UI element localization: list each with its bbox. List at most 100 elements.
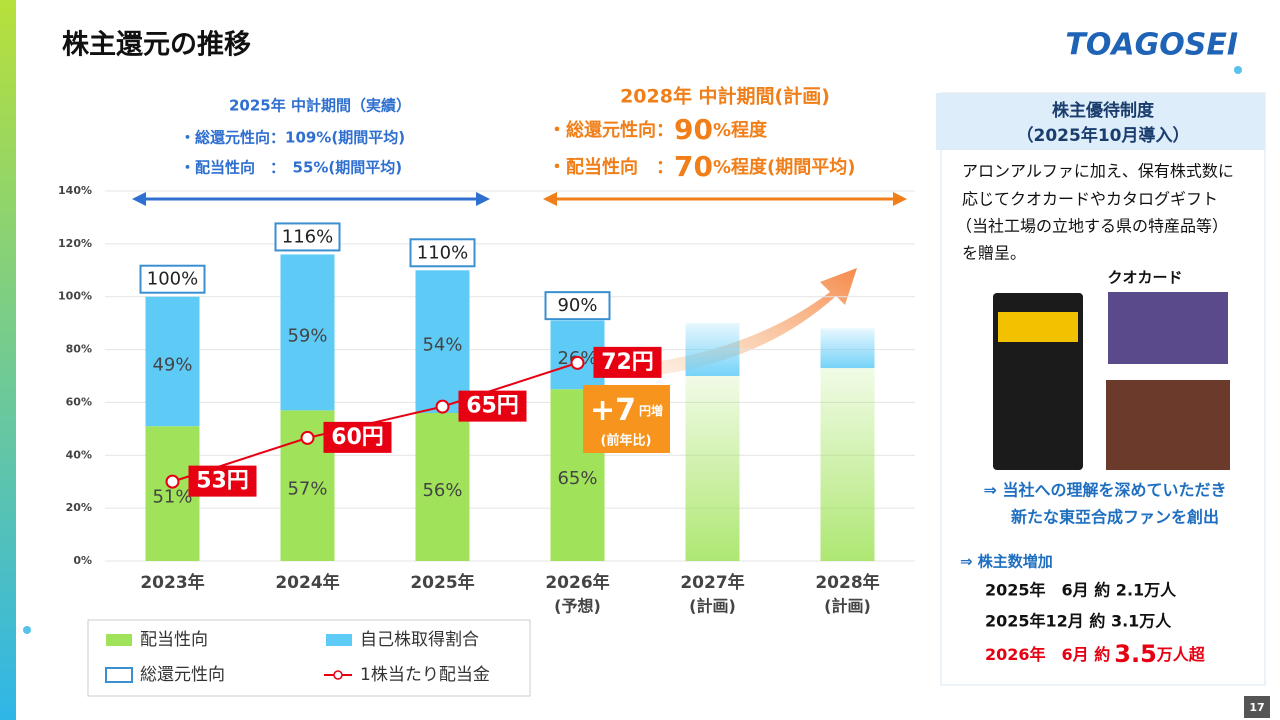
gift-image [1106, 380, 1230, 470]
total-label: 90% [557, 295, 597, 316]
legend-icon [333, 670, 343, 680]
dividend-label-box [593, 346, 662, 378]
panel-result: 新たな東亞合成ファンを創出 [1011, 508, 1219, 527]
total-label: 116% [282, 226, 333, 247]
period-line: ・総還元性向：90%程度 [548, 113, 768, 146]
bar-segment [145, 296, 200, 427]
bar-value-label: 59% [287, 325, 327, 346]
period-text: ・配当性向 ： [548, 156, 674, 178]
increase-callout: +7 円増 (前年比) [583, 385, 670, 453]
panel-text: （当社工場の立地する県の特産品等） [956, 217, 1228, 236]
panel-text: アロンアルファに加え、保有株式数に [962, 162, 1234, 181]
callout-text: +7 円増 [590, 393, 663, 428]
bar-segment [685, 323, 740, 376]
bar-value-label: 57% [287, 479, 327, 500]
panel-text: を贈呈。 [962, 244, 1026, 263]
total-box [409, 238, 476, 268]
y-tick-label: 20% [66, 501, 92, 514]
legend-label: 総還元性向 [140, 665, 225, 685]
dividend-label: 72円 [601, 350, 654, 375]
bar-segment [820, 368, 875, 561]
page-number: 17 [1249, 701, 1264, 714]
growth-text: 2026年 6月 約 [985, 645, 1110, 664]
y-tick-label: 60% [66, 395, 92, 408]
total-label: 100% [147, 269, 198, 290]
x-tick-note: (計画) [824, 597, 871, 616]
period-arrow [132, 192, 490, 206]
product-band [998, 312, 1078, 342]
side-accent [0, 0, 16, 720]
y-tick-label: 80% [66, 343, 92, 356]
bar-segment [415, 270, 470, 413]
period-text: %程度 [713, 119, 768, 141]
bar-value-label: 56% [422, 480, 462, 501]
logo: TOAGOSEI [1065, 28, 1238, 63]
period-text: %程度(期間平均) [713, 156, 856, 178]
period-line: ・総還元性向：109%(期間平均) [180, 129, 405, 147]
legend-label: 自己株取得割合 [360, 630, 479, 650]
legend-label: 配当性向 [140, 630, 208, 650]
growth-row: 2025年12月 約 3.1万人 [985, 612, 1172, 631]
bar-value-label: 54% [422, 335, 462, 356]
period-line: ・配当性向 ：70%程度(期間平均) [548, 150, 855, 183]
x-tick-label: 2023年 [140, 572, 204, 593]
x-tick-label: 2028年 [815, 572, 879, 593]
panel-header [936, 93, 1265, 150]
dividend-label: 53円 [196, 469, 249, 494]
panel-subtitle: （2025年10月導入） [1017, 125, 1190, 146]
bar-value-label: 65% [557, 468, 597, 489]
dividend-label-box [323, 421, 392, 453]
x-tick-label: 2024年 [275, 572, 339, 593]
bar-value-label: 51% [152, 487, 192, 508]
dividend-label-box [458, 390, 527, 422]
x-tick-label: 2027年 [680, 572, 744, 593]
y-tick-label: 0% [73, 554, 92, 567]
y-tick-label: 140% [58, 184, 92, 197]
legend-icon [106, 634, 132, 646]
growth-target: 2026年 6月 約 3.5万人超 [985, 640, 1206, 668]
period-title: 2025年 中計期間（実績） [229, 97, 411, 115]
panel-result: ⇒ 当社への理解を深めていただき [984, 481, 1227, 500]
total-box [544, 291, 611, 321]
x-tick-note: (計画) [689, 597, 736, 616]
growth-text: 万人超 [1156, 645, 1206, 664]
growth-arrow [655, 268, 857, 375]
bar-segment [685, 376, 740, 561]
total-box [274, 222, 341, 252]
dividend-label: 65円 [466, 394, 519, 419]
dividend-label-box [188, 465, 257, 497]
period-line: ・配当性向 ： 55%(期間平均) [180, 159, 402, 177]
bar-segment [820, 328, 875, 369]
period-text: ・総還元性向： [548, 119, 674, 141]
bar-value-label: 49% [152, 354, 192, 375]
page-badge [1244, 696, 1270, 718]
slide-title: 株主還元の推移 [62, 30, 251, 61]
header-dot [1234, 66, 1242, 74]
dividend-point [435, 399, 450, 414]
legend-icon [105, 667, 133, 683]
card-label: クオカード [1107, 269, 1182, 287]
total-label: 110% [417, 242, 468, 263]
legend-frame [87, 619, 531, 697]
callout-number: +7 [590, 393, 636, 428]
x-tick-label: 2026年 [545, 572, 609, 593]
y-tick-label: 100% [58, 290, 92, 303]
period-number: 70 [674, 150, 713, 183]
growth-title: ⇒ 株主数増加 [960, 553, 1053, 571]
y-tick-label: 40% [66, 448, 92, 461]
growth-row: 2025年 6月 約 2.1万人 [985, 581, 1177, 600]
legend-label: 1株当たり配当金 [360, 665, 490, 685]
bar-segment [415, 413, 470, 561]
panel-text: 応じてクオカードやカタログギフト [962, 190, 1218, 209]
period-number: 90 [674, 113, 713, 146]
period-title: 2028年 中計期間(計画) [620, 85, 830, 108]
dividend-label: 60円 [331, 425, 384, 450]
panel-title: 株主優待制度 [1052, 100, 1155, 121]
legend-icon [326, 634, 352, 646]
callout-box [583, 385, 670, 453]
growth-number: 3.5 [1114, 640, 1157, 668]
dividend-point [300, 430, 315, 445]
y-tick-label: 120% [58, 237, 92, 250]
